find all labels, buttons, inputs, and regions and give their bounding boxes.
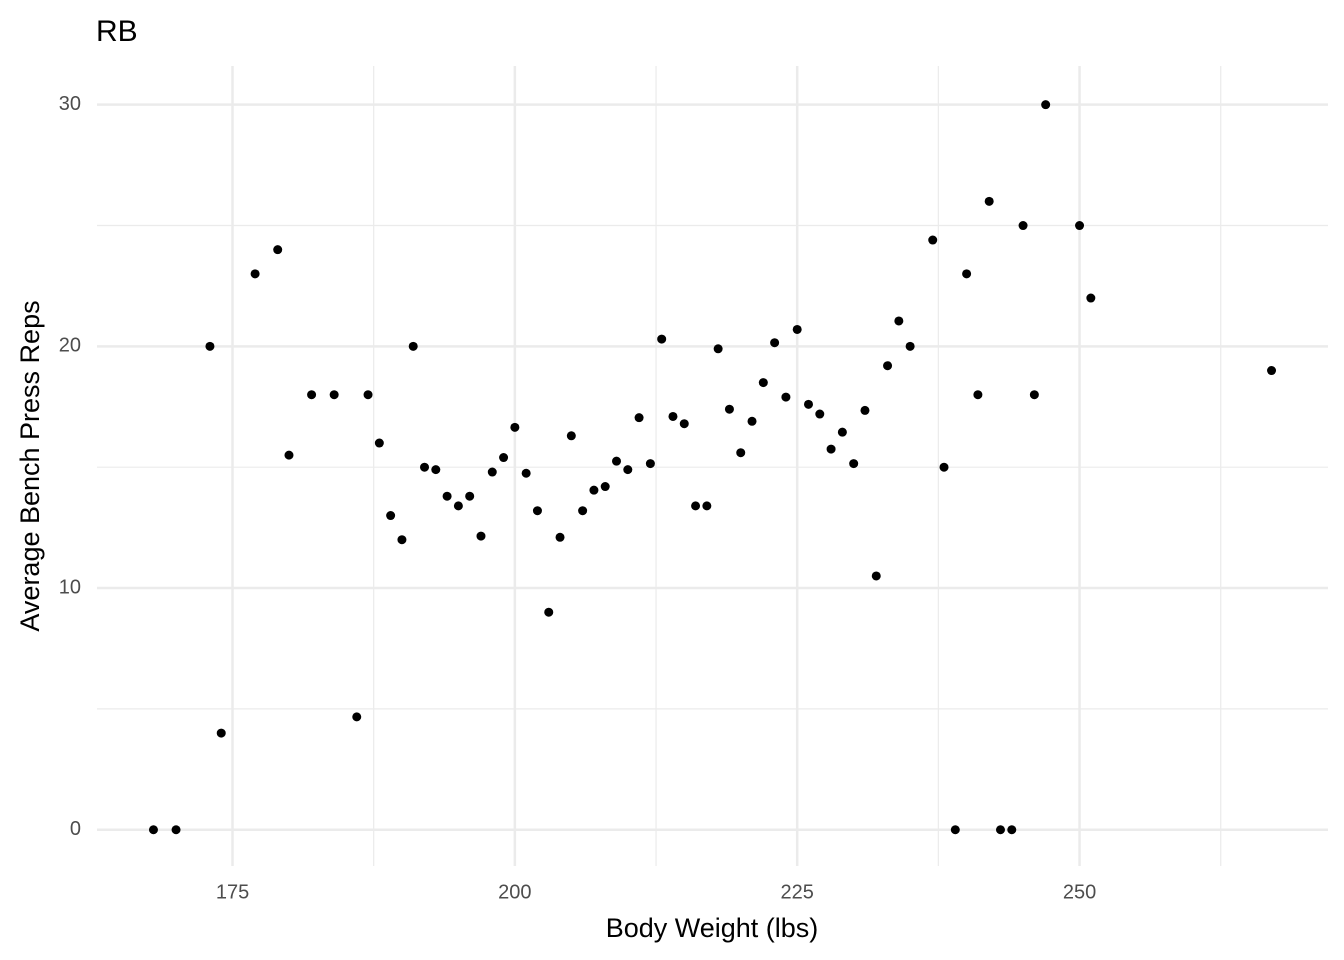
point <box>476 531 486 541</box>
point <box>691 501 701 511</box>
point <box>928 235 938 245</box>
point <box>894 316 904 326</box>
x-tick-label: 250 <box>1063 881 1096 903</box>
point <box>770 338 780 348</box>
point <box>273 245 283 255</box>
chart-title: RB <box>96 15 138 48</box>
point <box>679 419 689 429</box>
y-axis-title: Average Bench Press Reps <box>15 300 45 631</box>
point <box>736 448 746 458</box>
point <box>702 501 712 511</box>
point <box>386 511 396 521</box>
point <box>645 459 655 469</box>
point <box>307 390 317 400</box>
point <box>600 482 610 492</box>
point <box>205 341 215 351</box>
point <box>555 532 565 542</box>
point <box>397 535 407 545</box>
point <box>363 390 373 400</box>
point <box>634 413 644 423</box>
point <box>758 378 768 388</box>
point <box>995 825 1005 835</box>
point <box>250 269 260 279</box>
y-tick-label: 0 <box>70 818 81 840</box>
point <box>1075 221 1085 231</box>
point <box>950 825 960 835</box>
point <box>171 825 181 835</box>
point <box>1029 390 1039 400</box>
point <box>713 344 723 354</box>
point <box>1007 825 1017 835</box>
point <box>1086 293 1096 303</box>
y-tick-label: 10 <box>59 576 81 598</box>
point <box>329 390 339 400</box>
point <box>499 453 509 463</box>
point <box>815 409 825 419</box>
point <box>984 196 994 206</box>
point <box>973 390 983 400</box>
point <box>905 341 915 351</box>
point <box>837 427 847 437</box>
y-tick-label: 30 <box>59 93 81 115</box>
point <box>781 392 791 402</box>
point <box>826 444 836 454</box>
x-axis-title: Body Weight (lbs) <box>606 913 819 943</box>
x-tick-label: 175 <box>216 881 249 903</box>
point <box>578 506 588 516</box>
point <box>544 607 554 617</box>
point <box>860 405 870 415</box>
point <box>453 501 463 511</box>
x-tick-label: 200 <box>498 881 531 903</box>
point <box>589 485 599 495</box>
point <box>510 422 520 432</box>
point <box>1041 100 1051 110</box>
point <box>442 491 452 501</box>
point <box>284 450 294 460</box>
point <box>408 341 418 351</box>
point <box>352 712 362 722</box>
point <box>871 571 881 581</box>
point <box>747 416 757 426</box>
point <box>612 456 622 466</box>
x-tick-label: 225 <box>781 881 814 903</box>
point <box>148 825 158 835</box>
point <box>623 465 633 475</box>
point <box>420 462 430 472</box>
point <box>883 361 893 371</box>
point <box>792 324 802 334</box>
point <box>487 467 497 477</box>
y-tick-label: 20 <box>59 335 81 357</box>
point <box>939 462 949 472</box>
point <box>962 269 972 279</box>
point <box>521 468 531 478</box>
point <box>668 411 678 421</box>
point <box>724 404 734 414</box>
point <box>532 506 542 516</box>
point <box>216 728 226 738</box>
point <box>803 399 813 409</box>
point <box>431 465 441 475</box>
point <box>566 431 576 441</box>
point <box>657 334 667 344</box>
point <box>1267 366 1277 376</box>
point <box>1018 221 1028 231</box>
point <box>465 491 475 501</box>
point <box>374 438 384 448</box>
point <box>849 459 859 469</box>
